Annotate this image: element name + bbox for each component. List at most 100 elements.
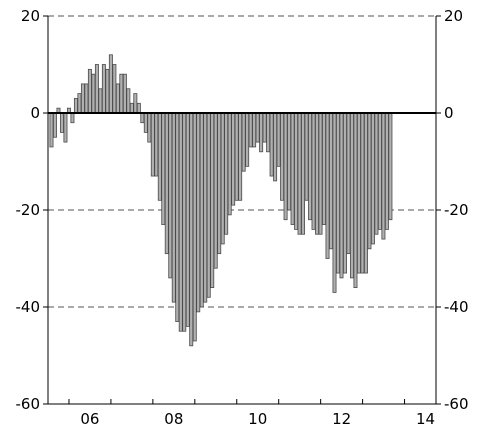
bar [115,83,120,114]
bar [315,112,319,235]
bars [49,54,393,347]
bar [217,112,222,255]
bar [224,112,229,235]
bar [308,112,313,221]
bar [126,88,131,114]
bar [339,112,344,279]
bar [49,112,54,148]
bar [297,112,302,235]
bar [349,112,354,279]
y-tick-label-left: 0 [30,104,40,122]
bar [192,112,197,342]
bar [185,112,190,327]
bar [370,112,375,245]
bar [150,112,155,177]
bar [248,112,253,148]
bar [262,112,267,143]
bar [189,112,194,347]
bar [80,83,85,114]
x-tick-label: 12 [332,410,351,428]
bar [301,112,306,235]
bar [203,112,208,303]
bar [77,93,82,114]
bar [164,112,169,255]
bar [234,112,239,201]
bar [381,112,386,240]
y-tick-label-right: -20 [444,201,469,219]
bar [346,112,351,255]
bar [388,112,393,221]
bar [318,112,323,235]
bar [273,112,278,182]
y-tick-label-right: 0 [444,104,454,122]
bar [280,112,285,201]
bar [73,98,78,114]
bar [136,102,141,114]
bar [290,112,295,225]
bar [374,112,379,235]
bar [161,112,166,225]
bar [360,112,365,274]
bar [294,112,299,230]
bar [133,93,138,114]
bar [377,112,382,230]
bar [108,54,113,114]
bar [266,112,271,153]
bar [283,112,288,221]
bar [287,112,292,211]
bar [53,112,57,138]
bar [259,112,264,153]
bar [255,112,260,143]
bar [196,112,201,313]
bar [238,112,243,201]
bar [119,73,124,114]
bar [157,112,162,201]
bar [154,112,159,177]
bar [227,112,232,216]
bar [168,112,173,279]
bar [276,112,281,167]
bar [129,102,134,114]
bar [87,68,92,114]
axes [43,15,441,405]
bar [231,112,236,206]
y-tick-labels-right: 20 0 -20 -40 -60 [444,7,469,413]
bar [356,112,361,274]
bar [311,112,316,230]
bar [84,83,89,114]
y-tick-label-left: -20 [16,201,41,219]
bar [363,112,368,274]
bar [59,112,64,133]
bar [210,112,215,289]
bar [182,112,187,332]
y-tick-labels-left: 20 0 -20 -40 -60 [16,7,41,413]
y-tick-label-right: 20 [444,7,463,25]
bar [98,88,103,114]
y-tick-label-right: -60 [444,395,469,413]
bar [213,112,218,269]
bar [220,112,225,245]
bar [322,112,326,225]
bar [252,112,257,148]
bar [94,64,99,114]
bar [241,112,246,172]
bar [140,112,145,124]
bar [206,112,211,298]
x-tick-label: 06 [80,410,99,428]
x-tick-label: 08 [164,410,183,428]
bar [112,64,117,114]
bar [332,112,337,293]
bar [245,112,250,167]
y-tick-label-left: -60 [16,395,41,413]
bar [199,112,204,308]
bar [367,112,372,250]
bar [329,112,333,250]
bar [91,73,96,114]
bar [63,112,68,143]
y-tick-label-left: 20 [21,7,40,25]
bar [147,112,152,143]
y-tick-label-right: -40 [444,298,469,316]
bar [353,112,358,289]
